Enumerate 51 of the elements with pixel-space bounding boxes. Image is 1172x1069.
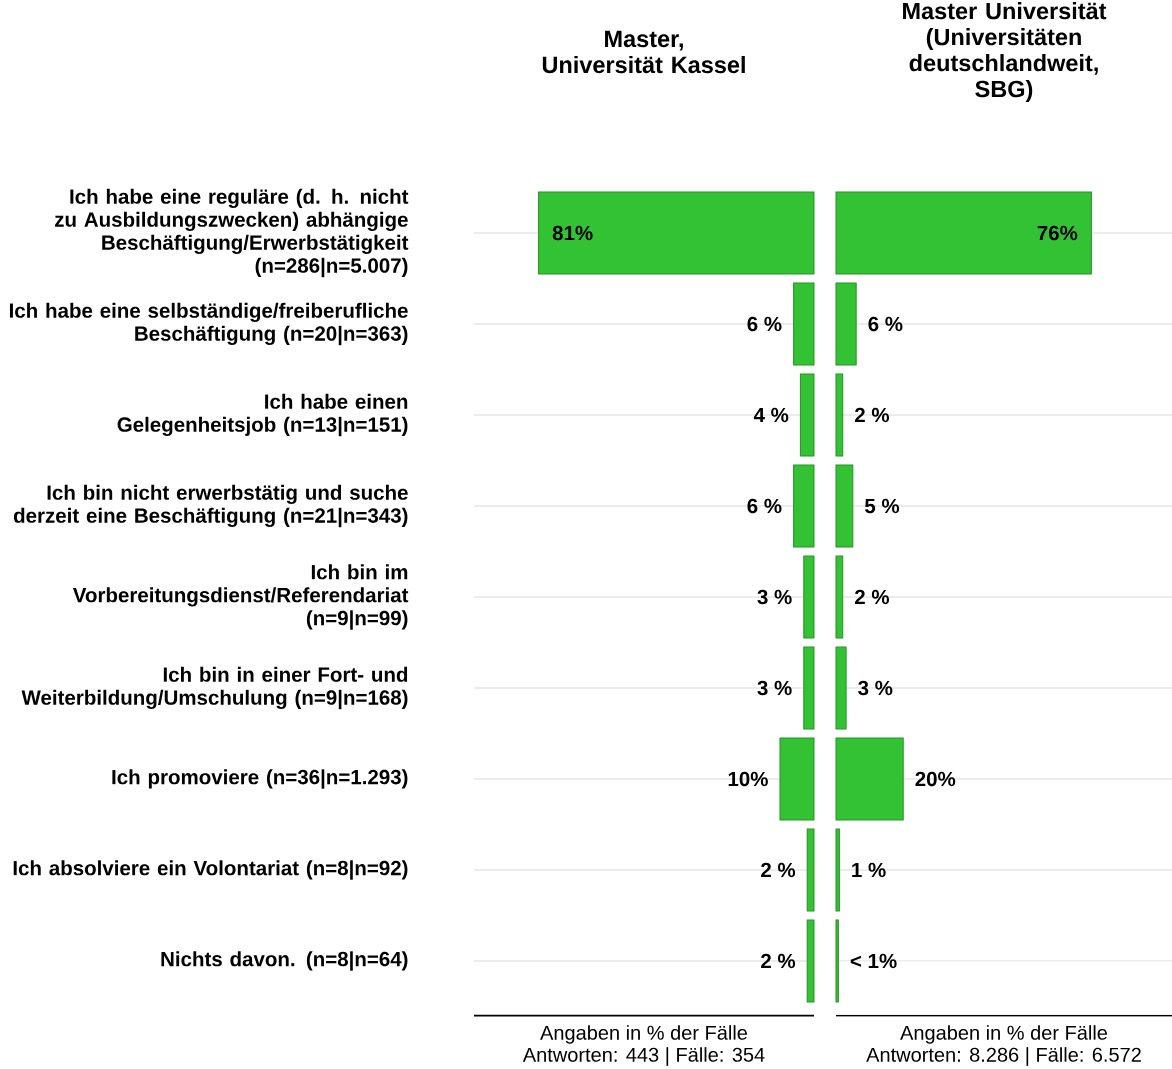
bar (835, 464, 854, 548)
bar (835, 191, 1092, 275)
data-label: 3 % (757, 589, 792, 605)
data-label: 2 % (854, 407, 890, 423)
bar (779, 737, 815, 821)
y-tick-label: Ich bin in einer Fort- und Weiterbildung/Umschulung (n=9|n=168) (21, 666, 408, 710)
bar (799, 373, 815, 457)
data-label: 20% (915, 771, 956, 787)
data-label: 6 % (747, 316, 782, 332)
chart-title: Master Universität (Universitäten deutschlandweit, SBG) (903, 2, 1107, 102)
data-label: 5 % (864, 498, 900, 514)
bar (793, 282, 815, 366)
x-axis-title: Angaben in % der Fälle (540, 1025, 748, 1044)
x-axis-title: Angaben in % der Fälle (900, 1025, 1108, 1044)
data-label: 1 % (852, 862, 886, 878)
bar (793, 464, 815, 548)
bar (806, 828, 815, 912)
y-tick-label: Ich promoviere (n=36|n=1.293) (112, 769, 408, 789)
y-tick-label: Ich habe eine reguläre (d. h. nicht zu Ausbildungszwecken) abhängige Beschäftigung/Erwerbstätigkeit (n=286|n=5.007) (55, 188, 409, 278)
bar (835, 646, 847, 730)
data-label: 10% (728, 771, 768, 787)
bar (835, 282, 857, 366)
y-tick-label: Nichts davon. (n=8|n=64) (161, 951, 408, 971)
bar (835, 919, 839, 1003)
bar (803, 555, 815, 639)
bar (835, 373, 844, 457)
y-tick-label: Ich absolviere ein Volontariat (n=8|n=92) (13, 860, 408, 880)
bar (803, 646, 815, 730)
data-label: 2 % (761, 953, 796, 969)
bar (835, 737, 904, 821)
data-label: 76% (1037, 225, 1078, 241)
bar (835, 828, 840, 912)
data-label: < 1% (850, 953, 897, 969)
chart-title: Master, Universität Kassel (542, 30, 745, 74)
y-tick-label: Ich habe eine selbständige/freiberufliche Beschäftigung (n=20|n=363) (9, 302, 408, 346)
y-tick-label: Ich bin nicht erwerbstätig und suche derzeit eine Beschäftigung (n=21|n=343) (13, 484, 408, 528)
data-label: 81% (552, 225, 593, 241)
text: Antworten: 8.286 | Fälle: 6.572 (866, 1047, 1141, 1066)
data-label: 3 % (858, 680, 893, 696)
data-label: 3 % (757, 680, 792, 696)
y-tick-label: Ich bin im Vorbereitungsdienst/Referendariat (n=9|n=99) (72, 564, 409, 630)
data-label: 2 % (761, 862, 796, 878)
data-label: 2 % (854, 589, 890, 605)
bar (806, 919, 815, 1003)
data-label: 6 % (747, 498, 782, 514)
bar (835, 555, 844, 639)
data-label: 4 % (753, 407, 789, 423)
bar (538, 191, 815, 275)
y-tick-label: Ich habe einen Gelegenheitsjob (n=13|n=151) (117, 393, 408, 437)
text: Antworten: 443 | Fälle: 354 (522, 1047, 765, 1066)
data-label: 6 % (868, 316, 903, 332)
